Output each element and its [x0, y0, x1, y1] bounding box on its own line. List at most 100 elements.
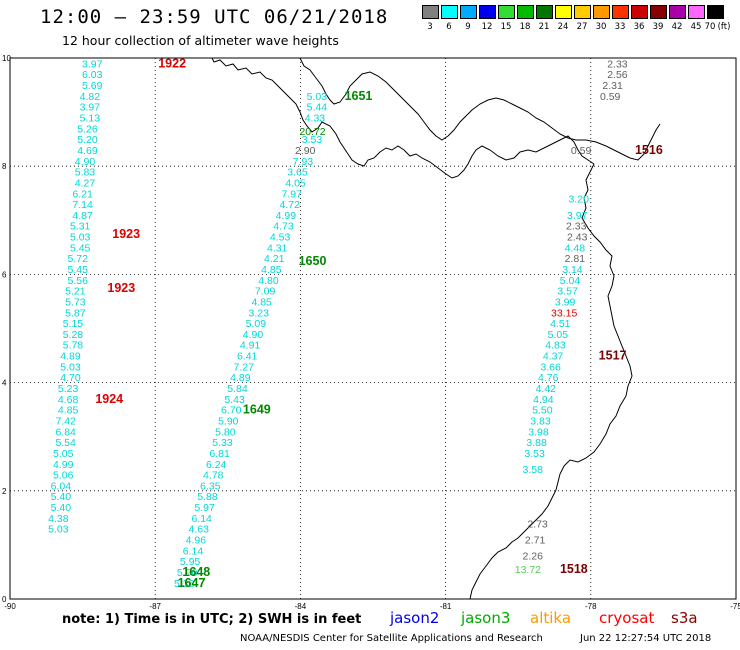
wave-height-value: 4.83 — [545, 340, 566, 352]
wave-height-value: 5.43 — [224, 394, 245, 406]
axis-tick-labels: -90 -87 -84 -81 -78 -75 0 2 4 6 8 10 — [2, 54, 740, 611]
wave-height-value: 6.84 — [55, 426, 76, 438]
lat-tick-label: 0 — [2, 595, 7, 604]
wave-height-value: 20.72 — [299, 126, 325, 138]
wave-height-value: 5.44 — [307, 102, 328, 114]
color-swatch-12 — [479, 5, 496, 19]
pass-time-label: 1649 — [243, 403, 271, 417]
color-scale-label: 27 — [576, 22, 588, 32]
wave-height-value: 7.27 — [234, 361, 255, 373]
wave-height-value: 5.03 — [60, 361, 81, 373]
wave-height-value: 5.26 — [77, 123, 98, 135]
coastline-caribbean — [299, 57, 661, 161]
pass-time-label: 1923 — [112, 227, 140, 241]
color-scale-label: 15 — [500, 22, 512, 32]
wave-height-value: 5.45 — [68, 264, 89, 276]
wave-height-value: 7.97 — [281, 188, 302, 200]
color-scale-label: 6 — [446, 22, 452, 32]
wave-height-value: 3.65 — [287, 167, 308, 179]
wave-height-value: 3.98 — [528, 426, 549, 438]
wave-height-value: 3.83 — [530, 415, 551, 427]
wave-height-value: 5.83 — [75, 167, 96, 179]
wave-height-value: 2.73 — [527, 518, 548, 530]
wave-height-value: 4.76 — [538, 372, 559, 384]
color-swatch-39 — [650, 5, 667, 19]
wave-height-value: 5.09 — [246, 318, 267, 330]
pass-time-label: 1922 — [158, 56, 186, 70]
wave-height-value: 5.03 — [307, 91, 328, 103]
wave-height-value: 2.31 — [602, 80, 623, 92]
legend-cryosat: cryosat — [599, 609, 655, 627]
wave-height-value: 3.53 — [524, 448, 545, 460]
map-subtitle: 12 hour collection of altimeter wave hei… — [62, 33, 339, 48]
wave-height-value: 33.15 — [551, 307, 577, 319]
wave-height-value: 6.21 — [72, 188, 93, 200]
pass-time-label: 1923 — [107, 281, 135, 295]
wave-height-value: 4.89 — [230, 372, 251, 384]
color-scale-label: 3 — [427, 22, 433, 32]
color-swatch-21 — [536, 5, 553, 19]
wave-height-value: 5.06 — [53, 470, 74, 482]
wave-height-value: 4.91 — [240, 340, 261, 352]
color-swatch-24 — [555, 5, 572, 19]
wave-height-value: 5.90 — [177, 567, 198, 579]
pass-time-label: 1518 — [560, 562, 588, 576]
wave-height-value: 6.35 — [200, 480, 221, 492]
wave-height-value: 5.73 — [65, 296, 86, 308]
lon-tick-label: -90 — [4, 602, 16, 611]
pass-time-label: 1647 — [178, 576, 206, 590]
wave-height-value: 2.33 — [607, 58, 628, 70]
lat-tick-label: 6 — [2, 270, 7, 279]
wave-height-value: 13.72 — [515, 564, 541, 576]
wave-height-value: 3.14 — [562, 264, 583, 276]
wave-height-value: 3.99 — [555, 296, 576, 308]
wave-height-value: 4.63 — [189, 524, 210, 536]
wave-height-value: 4.48 — [565, 242, 586, 254]
wave-height-value: 4.80 — [258, 275, 279, 287]
wave-height-value: 3.66 — [540, 361, 561, 373]
wave-height-value: 6.24 — [206, 459, 227, 471]
color-swatch-45 — [688, 5, 705, 19]
wave-height-value: 5.03 — [70, 232, 91, 244]
wave-height-value: 3.20 — [568, 194, 589, 206]
wave-height-value: 3.53 — [302, 134, 323, 146]
legend-jason3: jason3 — [461, 609, 511, 627]
legend-altika: altika — [530, 609, 572, 627]
lon-tick-label: -84 — [295, 602, 307, 611]
wave-height-value: 4.68 — [58, 394, 79, 406]
color-swatch-6 — [441, 5, 458, 19]
wave-height-value: 5.23 — [58, 383, 79, 395]
wave-height-value: 5.50 — [532, 405, 553, 417]
color-swatch-33 — [612, 5, 629, 19]
wave-height-value: 4.42 — [536, 383, 557, 395]
wave-height-value: 4.89 — [60, 351, 81, 363]
wave-height-value: 3.97 — [80, 102, 101, 114]
legend-jason2: jason2 — [390, 609, 440, 627]
wave-height-value: 5.33 — [212, 437, 233, 449]
wave-height-value: 4.53 — [270, 232, 291, 244]
color-scale-label: 18 — [519, 22, 531, 32]
wave-height-value: 4.96 — [186, 534, 207, 546]
wave-height-value: 5.45 — [70, 242, 91, 254]
wave-height-value: 5.03 — [48, 524, 69, 536]
wave-height-value: 7.42 — [55, 415, 76, 427]
color-swatch-9 — [460, 5, 477, 19]
wave-height-value: 4.27 — [75, 177, 96, 189]
wave-height-value: 5.36 — [174, 578, 195, 590]
coastline-central-america — [211, 57, 595, 179]
wave-height-value: 5.40 — [51, 491, 72, 503]
color-scale-label: 30 — [595, 22, 607, 32]
color-scale-label: 33 — [614, 22, 626, 32]
wave-height-value: 3.57 — [557, 286, 578, 298]
coastline-south-america — [469, 163, 633, 600]
pass-time-label: 1648 — [182, 565, 210, 579]
color-scale-unit: (ft) — [717, 22, 731, 32]
color-scale-label: 45 — [690, 22, 702, 32]
color-swatch-42 — [669, 5, 686, 19]
color-scale-label: 36 — [633, 22, 645, 32]
wave-height-value: 5.95 — [180, 556, 201, 568]
color-swatch-18 — [517, 5, 534, 19]
wave-height-value: 2.26 — [523, 551, 544, 563]
lon-tick-label: -78 — [585, 602, 597, 611]
